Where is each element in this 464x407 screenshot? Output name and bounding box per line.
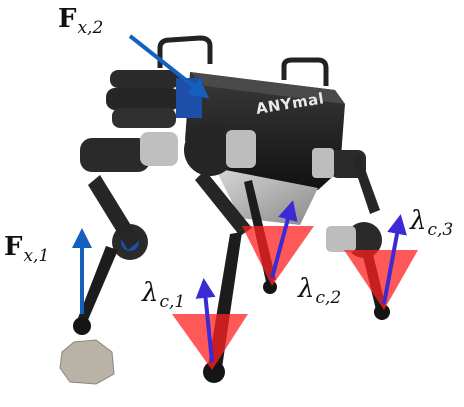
- friction-cone-3: [344, 250, 418, 310]
- label-fx2: Fx,2: [58, 4, 104, 38]
- force-arrow-2: [128, 34, 210, 99]
- label-lambda-c3: λc,3: [410, 206, 454, 240]
- label-fx1: Fx,1: [4, 232, 50, 266]
- label-lambda-c2: λc,2: [298, 274, 342, 308]
- contact-force-arrow-3: [382, 214, 407, 305]
- label-lambda-c1: λc,1: [142, 278, 186, 312]
- contact-force-arrow-1: [195, 278, 216, 363]
- contact-force-arrow-2: [270, 200, 298, 279]
- rock-icon: [59, 339, 115, 385]
